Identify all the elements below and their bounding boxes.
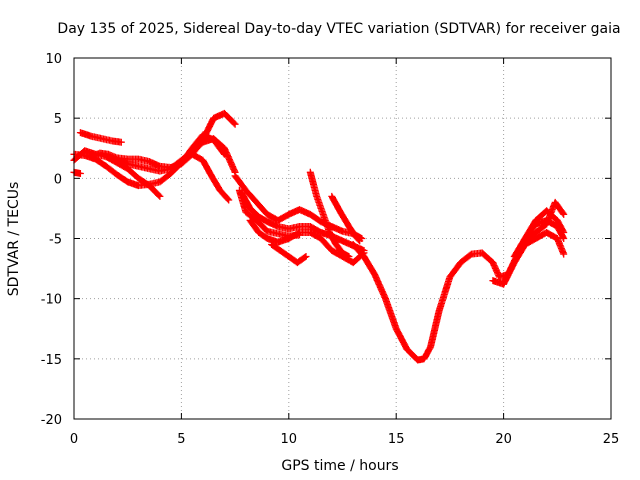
chart-title: Day 135 of 2025, Sidereal Day-to-day VTE…: [57, 21, 620, 37]
y-tick-label: -10: [41, 293, 62, 308]
series-track-11: [235, 186, 303, 240]
tick-marks: [73, 57, 612, 420]
x-tick-label: 15: [388, 432, 405, 447]
series-track-6: [188, 150, 233, 204]
y-tick-label: 0: [54, 172, 62, 187]
series-track-12: [268, 241, 310, 267]
series-track-14: [328, 192, 364, 245]
series-track-17: [510, 207, 568, 260]
x-tick-labels: 0 5 10 15 20 25: [70, 432, 619, 447]
y-tick-label: -15: [41, 353, 62, 368]
x-axis-label: GPS time / hours: [281, 458, 398, 474]
plot-series: [70, 109, 568, 364]
y-tick-label: 5: [54, 112, 62, 127]
y-tick-label: 10: [45, 52, 62, 67]
x-tick-label: 25: [603, 432, 620, 447]
series-track-13: [306, 168, 353, 260]
y-tick-labels: -20 -15 -10 -5 0 5 10: [41, 52, 62, 428]
x-tick-label: 10: [281, 432, 298, 447]
series-track-18: [521, 198, 568, 248]
y-tick-label: -5: [49, 233, 62, 248]
y-axis-label: SDTVAR / TECUs: [6, 182, 22, 297]
y-tick-label: -20: [41, 413, 62, 428]
series-track-2: [76, 129, 125, 146]
series-track-5: [102, 153, 164, 200]
x-tick-label: 20: [495, 432, 512, 447]
x-tick-label: 0: [70, 432, 78, 447]
x-tick-label: 5: [177, 432, 185, 447]
